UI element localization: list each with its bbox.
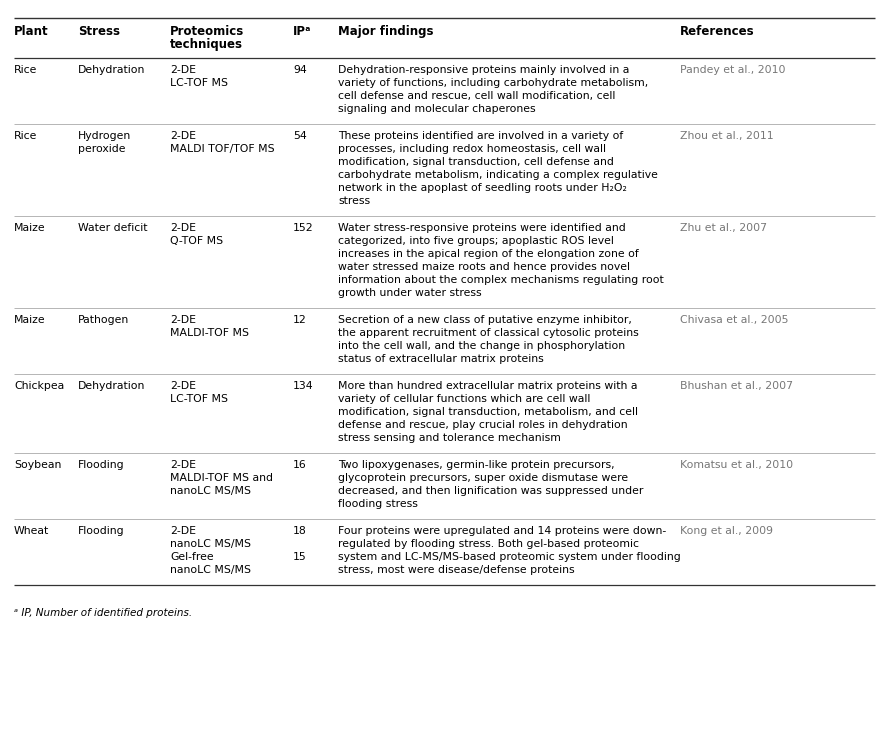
Text: Stress: Stress [78, 25, 120, 38]
Text: categorized, into five groups; apoplastic ROS level: categorized, into five groups; apoplasti… [338, 236, 614, 246]
Text: Rice: Rice [14, 131, 37, 141]
Text: Plant: Plant [14, 25, 49, 38]
Text: 15: 15 [293, 552, 307, 562]
Text: These proteins identified are involved in a variety of: These proteins identified are involved i… [338, 131, 623, 141]
Text: 134: 134 [293, 381, 314, 391]
Text: increases in the apical region of the elongation zone of: increases in the apical region of the el… [338, 249, 639, 259]
Text: 2-DE: 2-DE [170, 223, 196, 233]
Text: regulated by flooding stress. Both gel-based proteomic: regulated by flooding stress. Both gel-b… [338, 539, 639, 549]
Text: Flooding: Flooding [78, 460, 124, 470]
Text: 54: 54 [293, 131, 307, 141]
Text: into the cell wall, and the change in phosphorylation: into the cell wall, and the change in ph… [338, 341, 625, 351]
Text: the apparent recruitment of classical cytosolic proteins: the apparent recruitment of classical cy… [338, 328, 639, 338]
Text: MALDI-TOF MS: MALDI-TOF MS [170, 328, 249, 338]
Text: Water deficit: Water deficit [78, 223, 148, 233]
Text: Wheat: Wheat [14, 526, 49, 536]
Text: 152: 152 [293, 223, 314, 233]
Text: peroxide: peroxide [78, 144, 125, 154]
Text: status of extracellular matrix proteins: status of extracellular matrix proteins [338, 354, 544, 364]
Text: Chickpea: Chickpea [14, 381, 64, 391]
Text: information about the complex mechanisms regulating root: information about the complex mechanisms… [338, 275, 664, 285]
Text: Dehydration: Dehydration [78, 381, 146, 391]
Text: 2-DE: 2-DE [170, 526, 196, 536]
Text: network in the apoplast of seedling roots under H₂O₂: network in the apoplast of seedling root… [338, 183, 627, 193]
Text: decreased, and then lignification was suppressed under: decreased, and then lignification was su… [338, 486, 644, 496]
Text: Secretion of a new class of putative enzyme inhibitor,: Secretion of a new class of putative enz… [338, 315, 632, 325]
Text: carbohydrate metabolism, indicating a complex regulative: carbohydrate metabolism, indicating a co… [338, 170, 658, 180]
Text: Two lipoxygenases, germin-like protein precursors,: Two lipoxygenases, germin-like protein p… [338, 460, 614, 470]
Text: ᵃ IP, Number of identified proteins.: ᵃ IP, Number of identified proteins. [14, 608, 192, 619]
Text: Kong et al., 2009: Kong et al., 2009 [680, 526, 773, 536]
Text: 18: 18 [293, 526, 307, 536]
Text: 16: 16 [293, 460, 307, 470]
Text: signaling and molecular chaperones: signaling and molecular chaperones [338, 104, 536, 114]
Text: LC-TOF MS: LC-TOF MS [170, 394, 228, 404]
Text: 2-DE: 2-DE [170, 131, 196, 141]
Text: 2-DE: 2-DE [170, 65, 196, 75]
Text: techniques: techniques [170, 38, 243, 51]
Text: Gel-free: Gel-free [170, 552, 213, 562]
Text: 94: 94 [293, 65, 307, 75]
Text: modification, signal transduction, cell defense and: modification, signal transduction, cell … [338, 157, 614, 167]
Text: Major findings: Major findings [338, 25, 434, 38]
Text: nanoLC MS/MS: nanoLC MS/MS [170, 539, 251, 549]
Text: stress, most were disease/defense proteins: stress, most were disease/defense protei… [338, 565, 574, 575]
Text: nanoLC MS/MS: nanoLC MS/MS [170, 486, 251, 496]
Text: LC-TOF MS: LC-TOF MS [170, 78, 228, 88]
Text: Dehydration-responsive proteins mainly involved in a: Dehydration-responsive proteins mainly i… [338, 65, 629, 75]
Text: cell defense and rescue, cell wall modification, cell: cell defense and rescue, cell wall modif… [338, 91, 615, 101]
Text: Flooding: Flooding [78, 526, 124, 536]
Text: processes, including redox homeostasis, cell wall: processes, including redox homeostasis, … [338, 144, 606, 154]
Text: Rice: Rice [14, 65, 37, 75]
Text: Komatsu et al., 2010: Komatsu et al., 2010 [680, 460, 793, 470]
Text: Maize: Maize [14, 223, 45, 233]
Text: system and LC-MS/MS-based proteomic system under flooding: system and LC-MS/MS-based proteomic syst… [338, 552, 681, 562]
Text: Maize: Maize [14, 315, 45, 325]
Text: 2-DE: 2-DE [170, 381, 196, 391]
Text: More than hundred extracellular matrix proteins with a: More than hundred extracellular matrix p… [338, 381, 637, 391]
Text: Pandey et al., 2010: Pandey et al., 2010 [680, 65, 786, 75]
Text: References: References [680, 25, 755, 38]
Text: Zhu et al., 2007: Zhu et al., 2007 [680, 223, 767, 233]
Text: Hydrogen: Hydrogen [78, 131, 132, 141]
Text: Q-TOF MS: Q-TOF MS [170, 236, 223, 246]
Text: variety of cellular functions which are cell wall: variety of cellular functions which are … [338, 394, 590, 404]
Text: Chivasa et al., 2005: Chivasa et al., 2005 [680, 315, 789, 325]
Text: Bhushan et al., 2007: Bhushan et al., 2007 [680, 381, 793, 391]
Text: glycoprotein precursors, super oxide dismutase were: glycoprotein precursors, super oxide dis… [338, 473, 629, 483]
Text: Soybean: Soybean [14, 460, 61, 470]
Text: water stressed maize roots and hence provides novel: water stressed maize roots and hence pro… [338, 262, 630, 272]
Text: variety of functions, including carbohydrate metabolism,: variety of functions, including carbohyd… [338, 78, 648, 88]
Text: defense and rescue, play crucial roles in dehydration: defense and rescue, play crucial roles i… [338, 420, 628, 430]
Text: Pathogen: Pathogen [78, 315, 129, 325]
Text: modification, signal transduction, metabolism, and cell: modification, signal transduction, metab… [338, 407, 638, 417]
Text: stress sensing and tolerance mechanism: stress sensing and tolerance mechanism [338, 433, 561, 443]
Text: 2-DE: 2-DE [170, 460, 196, 470]
Text: Zhou et al., 2011: Zhou et al., 2011 [680, 131, 773, 141]
Text: growth under water stress: growth under water stress [338, 288, 482, 298]
Text: Dehydration: Dehydration [78, 65, 146, 75]
Text: nanoLC MS/MS: nanoLC MS/MS [170, 565, 251, 575]
Text: MALDI TOF/TOF MS: MALDI TOF/TOF MS [170, 144, 275, 154]
Text: Four proteins were upregulated and 14 proteins were down-: Four proteins were upregulated and 14 pr… [338, 526, 666, 536]
Text: flooding stress: flooding stress [338, 499, 418, 509]
Text: 2-DE: 2-DE [170, 315, 196, 325]
Text: 12: 12 [293, 315, 307, 325]
Text: MALDI-TOF MS and: MALDI-TOF MS and [170, 473, 273, 483]
Text: IPᵃ: IPᵃ [293, 25, 311, 38]
Text: Water stress-responsive proteins were identified and: Water stress-responsive proteins were id… [338, 223, 626, 233]
Text: Proteomics: Proteomics [170, 25, 244, 38]
Text: stress: stress [338, 196, 370, 206]
